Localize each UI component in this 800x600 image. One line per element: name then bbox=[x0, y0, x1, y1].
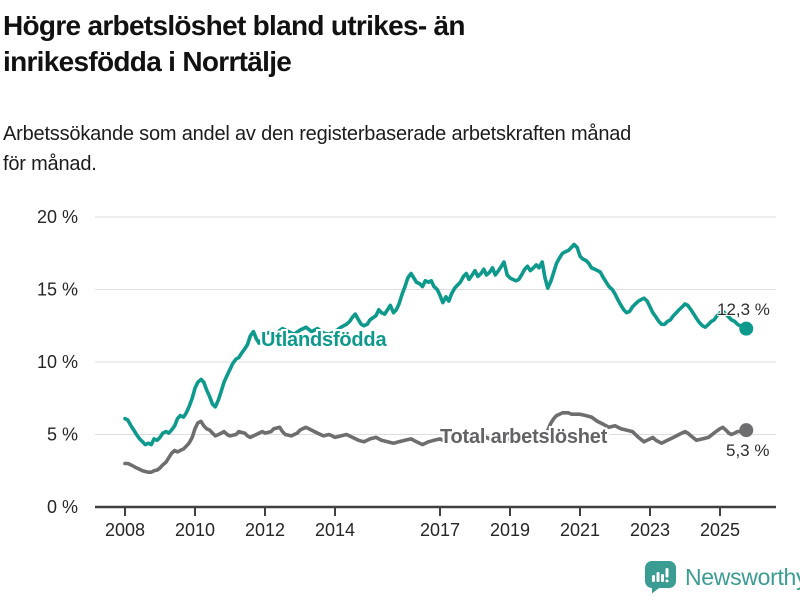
title-line-2: inrikesfödda i Norrtälje bbox=[3, 46, 292, 77]
x-tick-label-2014: 2014 bbox=[315, 520, 355, 540]
series-line-utlandsfodda bbox=[123, 242, 749, 447]
title-line-1: Högre arbetslöshet bland utrikes- än bbox=[3, 10, 465, 41]
subtitle-line-2: för månad. bbox=[3, 153, 97, 175]
x-tick-label-2017: 2017 bbox=[420, 520, 460, 540]
x-tick-label-2012: 2012 bbox=[245, 520, 285, 540]
end-value-label-utlandsfodda: 12,3 % bbox=[717, 300, 770, 319]
series-label-utlandsfodda: Utlandsfödda bbox=[261, 329, 387, 351]
y-tick-label-10: 10 % bbox=[37, 352, 78, 372]
y-tick-label-5: 5 % bbox=[47, 425, 78, 445]
x-tick-label-2021: 2021 bbox=[560, 520, 600, 540]
y-tick-label-20: 20 % bbox=[37, 207, 78, 227]
x-tick-label-2008: 2008 bbox=[105, 520, 145, 540]
end-value-label-total: 5,3 % bbox=[726, 441, 770, 460]
x-tick-label-2023: 2023 bbox=[630, 520, 670, 540]
x-tick-label-2019: 2019 bbox=[490, 520, 530, 540]
newsworthy-logo-text: Newsworthy bbox=[685, 563, 800, 590]
x-tick-label-2025: 2025 bbox=[700, 520, 740, 540]
page-title: Högre arbetslöshet bland utrikes- än inr… bbox=[3, 8, 465, 80]
y-tick-label-15: 15 % bbox=[37, 280, 78, 300]
newsworthy-logo-icon bbox=[645, 561, 676, 594]
series-end-dot-utlandsfodda bbox=[739, 321, 754, 336]
y-tick-label-0: 0 % bbox=[47, 497, 78, 517]
series-line-total bbox=[123, 411, 749, 474]
chart-subtitle: Arbetssökande som andel av den registerb… bbox=[3, 119, 631, 179]
subtitle-line-1: Arbetssökande som andel av den registerb… bbox=[3, 123, 632, 145]
series-end-dot-total bbox=[739, 423, 754, 438]
x-tick-label-2010: 2010 bbox=[175, 520, 215, 540]
series-label-total-arbetsloshet: Total arbetslöshet bbox=[440, 426, 608, 448]
newsworthy-logo: Newsworthy bbox=[644, 560, 800, 594]
